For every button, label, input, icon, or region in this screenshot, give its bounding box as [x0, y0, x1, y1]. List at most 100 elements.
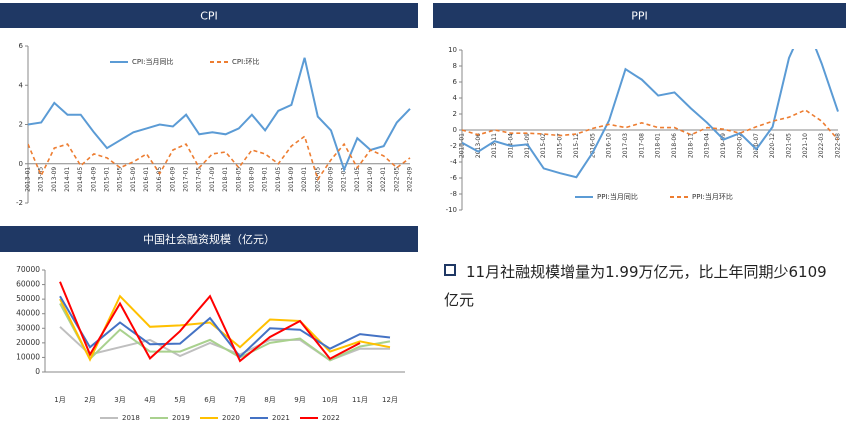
y-tick-label: 6 [19, 42, 24, 50]
y-tick-label: 50000 [16, 294, 40, 303]
x-tick-label: 2013-01 [459, 133, 466, 158]
legend-label: PPI:当月同比 [597, 192, 638, 201]
x-tick-label: 2015-07 [557, 133, 564, 158]
x-tick-label: 2018-06 [671, 133, 678, 158]
y-tick-label: 2 [19, 121, 23, 129]
x-tick-label: 2020-01 [301, 167, 308, 192]
x-tick-label: 2020-07 [753, 133, 760, 158]
x-tick-label: 2013-11 [491, 133, 498, 158]
x-tick-label: 5月 [174, 396, 185, 404]
x-tick-label: 2月 [84, 396, 95, 404]
series-line [462, 109, 839, 141]
x-tick-label: 2019-09 [720, 133, 727, 158]
x-tick-label: 2016-01 [143, 167, 150, 192]
x-tick-label: 2017-03 [622, 133, 629, 158]
x-tick-label: 2022-01 [380, 167, 387, 192]
y-tick-label: 10000 [16, 352, 40, 361]
y-tick-label: 8 [453, 62, 457, 70]
x-tick-label: 9月 [294, 396, 305, 404]
x-tick-label: 2020-12 [769, 133, 776, 158]
x-tick-label: 2022-08 [835, 133, 842, 158]
x-tick-label: 12月 [382, 396, 398, 404]
x-tick-label: 2016-05 [156, 167, 163, 192]
y-tick-label: 60000 [16, 280, 40, 289]
x-tick-label: 2021-10 [802, 133, 809, 158]
x-tick-label: 2013-05 [38, 167, 45, 192]
x-tick-label: 2021-05 [785, 133, 792, 158]
series-line [28, 134, 411, 182]
y-tick-label: 0 [19, 160, 23, 168]
x-tick-label: 2020-09 [327, 167, 334, 192]
x-tick-label: 4月 [144, 396, 155, 404]
x-tick-label: 8月 [264, 396, 275, 404]
x-tick-label: 2016-05 [589, 133, 596, 158]
x-tick-label: 2014-09 [90, 167, 97, 192]
x-tick-label: 2021-05 [354, 167, 361, 192]
x-tick-label: 2018-01 [655, 133, 662, 158]
x-tick-label: 10月 [322, 396, 338, 404]
y-tick-label: -10 [446, 206, 457, 214]
x-tick-label: 1月 [54, 396, 65, 404]
note: 11月社融规模增量为1.99万亿元，比上年同期少6109亿元 [444, 258, 839, 314]
x-tick-label: 2015-09 [130, 167, 137, 192]
x-tick-label: 2021-01 [341, 167, 348, 192]
legend-label: CPI:当月同比 [132, 57, 174, 66]
x-tick-label: 11月 [352, 396, 368, 404]
x-tick-label: 2013-01 [25, 167, 32, 192]
x-tick-label: 7月 [234, 396, 245, 404]
x-tick-label: 2017-08 [638, 133, 645, 158]
y-tick-label: -2 [16, 199, 23, 207]
x-tick-label: 2019-01 [262, 167, 269, 192]
y-tick-label: 4 [19, 81, 24, 89]
y-tick-label: 40000 [16, 309, 40, 318]
x-tick-label: 2022-09 [407, 167, 414, 192]
chart-title: 中国社会融资规模（亿元） [143, 232, 275, 246]
legend-label: 2018 [122, 414, 140, 422]
y-tick-label: -4 [450, 158, 458, 166]
x-tick-label: 2021-09 [367, 167, 374, 192]
chart-title: PPI [631, 10, 648, 23]
legend-label: 2019 [172, 414, 190, 422]
y-tick-label: 30000 [16, 323, 40, 332]
y-tick-label: 0 [35, 367, 40, 376]
y-tick-label: -2 [450, 142, 457, 150]
header [433, 3, 846, 28]
y-tick-label: 20000 [16, 338, 40, 347]
x-tick-label: 2016-10 [606, 133, 613, 158]
legend-label: 2022 [322, 414, 340, 422]
x-tick-label: 3月 [114, 396, 125, 404]
y-tick-label: 2 [453, 110, 457, 118]
note-text: 11月社融规模增量为1.99万亿元，比上年同期少6109亿元 [444, 263, 827, 309]
x-tick-label: 2020-02 [736, 133, 743, 158]
y-tick-label: -8 [450, 190, 457, 198]
x-tick-label: 2017-05 [196, 167, 203, 192]
x-tick-label: 6月 [204, 396, 215, 404]
x-tick-label: 2015-05 [117, 167, 124, 192]
header [0, 3, 418, 28]
x-tick-label: 2019-05 [275, 167, 282, 192]
series-line [59, 303, 391, 362]
x-tick-label: 2015-02 [540, 133, 547, 158]
legend-label: CPI:环比 [232, 57, 260, 66]
legend-label: 2021 [272, 414, 290, 422]
header [0, 226, 418, 252]
x-tick-label: 2014-05 [77, 167, 84, 192]
series-line [462, 49, 839, 179]
y-tick-label: 6 [453, 78, 458, 86]
x-tick-label: 2013-06 [475, 133, 482, 158]
y-tick-label: -6 [450, 174, 458, 182]
x-tick-label: 2014-01 [64, 167, 71, 192]
x-tick-label: 2019-04 [704, 133, 711, 158]
series-line [28, 57, 411, 173]
x-tick-label: 2018-01 [222, 167, 229, 192]
x-tick-label: 2015-12 [573, 133, 580, 158]
x-tick-label: 2017-09 [209, 167, 216, 192]
y-tick-label: 0 [453, 126, 457, 134]
x-tick-label: 2017-01 [183, 167, 190, 192]
x-tick-label: 2018-05 [235, 167, 242, 192]
x-tick-label: 2016-09 [169, 167, 176, 192]
x-tick-label: 2013-09 [51, 167, 58, 192]
series-line [59, 295, 391, 359]
